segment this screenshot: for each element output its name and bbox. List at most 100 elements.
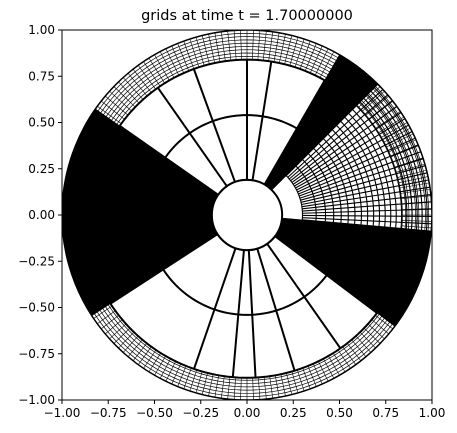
x-tick-label: 0.00	[234, 406, 261, 420]
y-tick-label: −0.75	[18, 347, 55, 361]
coarse-block-spoke	[119, 125, 219, 196]
medium-block-spoke	[302, 219, 432, 232]
medium-block-spoke	[301, 179, 429, 206]
medium-block-arc	[285, 175, 304, 220]
y-tick-label: 1.00	[28, 23, 55, 37]
coarse-block-fill-1	[110, 234, 378, 378]
medium-block-spoke	[298, 144, 419, 195]
outer-ring-spoke	[319, 51, 335, 78]
outer-ring-spoke	[279, 33, 286, 64]
coarse-block-spoke	[263, 79, 326, 186]
medium-block-spoke	[296, 131, 413, 191]
outer-ring-spoke	[101, 100, 125, 120]
medium-block-spoke	[288, 94, 389, 180]
coarse-block-spoke	[157, 87, 228, 187]
outer-ring-spoke	[208, 33, 215, 64]
coarse-block-spoke	[109, 233, 219, 305]
outer-ring-spoke	[227, 30, 232, 61]
y-tick-label: −0.50	[18, 301, 55, 315]
coarse-block-spoke	[193, 247, 237, 370]
outer-ring-spoke	[132, 69, 152, 93]
outer-ring-spoke	[304, 43, 317, 72]
outer-ring-spoke	[240, 30, 242, 60]
outer-ring-spoke	[154, 54, 170, 81]
outer-ring-spoke	[127, 73, 148, 97]
outer-ring-spoke	[257, 30, 261, 60]
outer-ring-spoke	[105, 95, 129, 116]
medium-block-spoke	[302, 201, 432, 212]
outer-ring-spoke	[268, 31, 274, 62]
outer-ring-spoke	[233, 30, 237, 60]
plot-area	[62, 30, 432, 400]
outer-ring-spoke	[252, 30, 254, 60]
coarse-block-arc	[118, 58, 326, 127]
outer-ring-spoke	[201, 35, 210, 65]
chart-title: grids at time t = 1.70000000	[141, 8, 353, 24]
outer-ring-spoke	[309, 45, 323, 74]
x-tick-label: −0.25	[182, 406, 219, 420]
medium-block-spoke	[301, 186, 430, 208]
outer-ring-spoke	[314, 48, 329, 76]
outer-ring-spoke	[109, 90, 132, 112]
coarse-block-arc	[164, 114, 298, 159]
x-tick-label: −0.50	[136, 406, 173, 420]
outer-ring-spoke	[220, 31, 226, 62]
medium-block-spoke	[292, 112, 402, 185]
outer-ring-spoke	[214, 32, 221, 63]
outer-ring-spoke	[289, 37, 299, 66]
outer-ring-spoke	[195, 37, 205, 66]
outer-ring-spoke	[165, 48, 180, 76]
medium-block-spoke	[302, 214, 432, 218]
coarse-block-spoke	[251, 61, 273, 181]
x-tick-label: 0.50	[326, 406, 353, 420]
outer-ring-spoke	[122, 77, 144, 100]
outer-ring-spoke	[148, 57, 165, 84]
medium-block-spoke	[294, 118, 406, 187]
outer-ring-spoke	[159, 51, 175, 78]
outer-ring-spoke	[262, 30, 267, 61]
coarse-block-spoke	[256, 248, 296, 371]
outer-ring-spoke	[273, 32, 280, 63]
x-tick-label: 0.75	[372, 406, 399, 420]
x-tick-label: −1.00	[44, 406, 81, 420]
medium-block-spoke	[298, 151, 422, 197]
medium-block-spoke	[297, 137, 416, 193]
coarse-block-spoke	[192, 68, 236, 183]
outer-ring-spoke	[294, 38, 305, 68]
outer-ring-spoke	[113, 86, 136, 108]
x-tick-label: 1.00	[419, 406, 446, 420]
outer-ring-spoke	[189, 38, 200, 68]
medium-block-spoke	[285, 83, 379, 177]
y-tick-label: 0.75	[28, 69, 55, 83]
coarse-block-spoke	[266, 243, 342, 349]
coarse-block-spoke	[231, 249, 245, 378]
medium-block-spoke	[295, 124, 409, 189]
medium-block-spoke	[291, 106, 398, 183]
coarse-block-spoke	[247, 250, 257, 378]
x-tick-label: 0.25	[280, 406, 307, 420]
medium-block-spoke	[302, 208, 432, 214]
y-axis: −1.00 −0.75 −0.50 −0.25 0.00 0.25 0.50 0.75 1.00	[18, 23, 62, 407]
y-tick-label: 0.00	[28, 208, 55, 222]
medium-block-spoke	[300, 165, 426, 201]
y-tick-label: −1.00	[18, 393, 55, 407]
outer-ring-spoke	[177, 43, 190, 72]
medium-block-spoke	[287, 89, 384, 178]
y-tick-label: −0.25	[18, 254, 55, 268]
outer-ring-spoke	[299, 41, 311, 70]
inner-boundary	[210, 178, 284, 252]
x-axis: −1.00 −0.75 −0.50 −0.25 0.00 0.25 0.50 0.75 1.00	[44, 400, 446, 420]
outer-ring-spoke	[143, 61, 161, 87]
medium-block-spoke	[290, 100, 393, 182]
medium-block-spoke	[299, 158, 424, 199]
outer-ring-spoke	[97, 106, 122, 124]
y-tick-label: 0.50	[28, 116, 55, 130]
outer-ring-spoke	[138, 65, 156, 90]
y-tick-label: 0.25	[28, 162, 55, 176]
outer-ring-spoke	[171, 45, 185, 74]
medium-block-spoke	[302, 193, 431, 210]
medium-block-spoke	[302, 217, 432, 225]
medium-block-spoke	[300, 172, 428, 203]
outer-ring-spoke	[118, 81, 140, 104]
